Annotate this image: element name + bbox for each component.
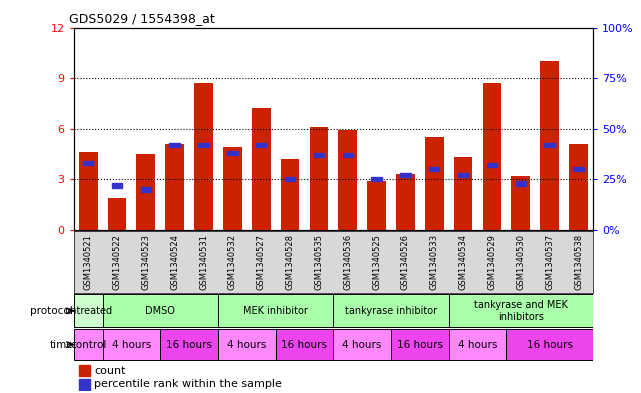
FancyBboxPatch shape — [506, 329, 593, 360]
Bar — [252, 108, 271, 230]
Bar — [512, 176, 530, 230]
Text: GSM1340525: GSM1340525 — [372, 234, 381, 290]
FancyBboxPatch shape — [449, 294, 593, 327]
Bar — [371, 177, 382, 182]
Text: untreated: untreated — [64, 306, 112, 316]
Bar — [256, 143, 267, 147]
Bar — [400, 173, 411, 178]
Text: GSM1340524: GSM1340524 — [170, 234, 179, 290]
Bar — [569, 144, 588, 230]
Text: 4 hours: 4 hours — [458, 340, 497, 350]
Bar — [515, 181, 526, 185]
Text: 4 hours: 4 hours — [112, 340, 151, 350]
Text: protocol: protocol — [30, 306, 73, 316]
Bar — [367, 181, 386, 230]
FancyBboxPatch shape — [218, 294, 333, 327]
Bar — [198, 143, 209, 147]
Text: GSM1340529: GSM1340529 — [487, 234, 497, 290]
FancyBboxPatch shape — [74, 294, 103, 327]
FancyBboxPatch shape — [333, 294, 449, 327]
Bar — [281, 159, 299, 230]
Bar — [79, 152, 97, 230]
Bar — [483, 83, 501, 230]
FancyBboxPatch shape — [276, 329, 333, 360]
Bar — [338, 130, 357, 230]
Bar — [227, 151, 238, 155]
Bar — [194, 83, 213, 230]
FancyBboxPatch shape — [449, 329, 506, 360]
Bar — [458, 173, 469, 178]
Text: 16 hours: 16 hours — [527, 340, 572, 350]
Text: 16 hours: 16 hours — [281, 340, 328, 350]
Text: GSM1340522: GSM1340522 — [112, 234, 122, 290]
Text: GSM1340523: GSM1340523 — [141, 234, 151, 290]
Text: GSM1340528: GSM1340528 — [285, 234, 295, 290]
FancyBboxPatch shape — [391, 329, 449, 360]
Text: GSM1340535: GSM1340535 — [314, 234, 324, 290]
Text: DMSO: DMSO — [146, 306, 175, 316]
Text: 16 hours: 16 hours — [166, 340, 212, 350]
Bar — [313, 153, 324, 157]
Bar — [137, 154, 155, 230]
Text: GSM1340538: GSM1340538 — [574, 234, 583, 290]
Bar — [425, 137, 444, 230]
Text: GSM1340534: GSM1340534 — [458, 234, 468, 290]
Bar — [223, 147, 242, 230]
Text: GSM1340531: GSM1340531 — [199, 234, 208, 290]
Text: GSM1340527: GSM1340527 — [256, 234, 266, 290]
Bar — [429, 167, 440, 171]
Bar — [544, 143, 555, 147]
Text: 4 hours: 4 hours — [227, 340, 267, 350]
Text: GSM1340521: GSM1340521 — [83, 234, 93, 290]
FancyBboxPatch shape — [333, 329, 391, 360]
FancyBboxPatch shape — [74, 329, 103, 360]
Bar — [79, 379, 90, 390]
Bar — [140, 187, 151, 192]
Text: time: time — [49, 340, 73, 350]
FancyBboxPatch shape — [103, 329, 160, 360]
Text: 4 hours: 4 hours — [342, 340, 382, 350]
Text: count: count — [94, 365, 126, 376]
Text: tankyrase and MEK
inhibitors: tankyrase and MEK inhibitors — [474, 300, 568, 321]
Text: GSM1340536: GSM1340536 — [343, 234, 353, 290]
FancyBboxPatch shape — [218, 329, 276, 360]
Bar — [454, 157, 472, 230]
Text: percentile rank within the sample: percentile rank within the sample — [94, 379, 282, 389]
Text: GSM1340533: GSM1340533 — [429, 234, 439, 290]
FancyBboxPatch shape — [160, 329, 218, 360]
Bar — [108, 198, 126, 230]
Text: GSM1340537: GSM1340537 — [545, 234, 554, 290]
Text: control: control — [70, 340, 106, 350]
Text: GSM1340532: GSM1340532 — [228, 234, 237, 290]
Text: MEK inhibitor: MEK inhibitor — [243, 306, 308, 316]
Text: 16 hours: 16 hours — [397, 340, 443, 350]
Bar — [112, 183, 122, 187]
Text: GDS5029 / 1554398_at: GDS5029 / 1554398_at — [69, 12, 214, 25]
Bar — [310, 127, 328, 230]
Bar — [487, 163, 497, 167]
Bar — [342, 153, 353, 157]
Bar — [396, 174, 415, 230]
FancyBboxPatch shape — [103, 294, 218, 327]
Text: GSM1340530: GSM1340530 — [516, 234, 526, 290]
Bar — [573, 167, 584, 171]
Bar — [165, 144, 184, 230]
Text: GSM1340526: GSM1340526 — [401, 234, 410, 290]
Bar — [79, 365, 90, 376]
Bar — [83, 161, 94, 165]
Bar — [540, 61, 559, 230]
Bar — [169, 143, 180, 147]
Text: tankyrase inhibitor: tankyrase inhibitor — [345, 306, 437, 316]
Bar — [285, 177, 296, 182]
